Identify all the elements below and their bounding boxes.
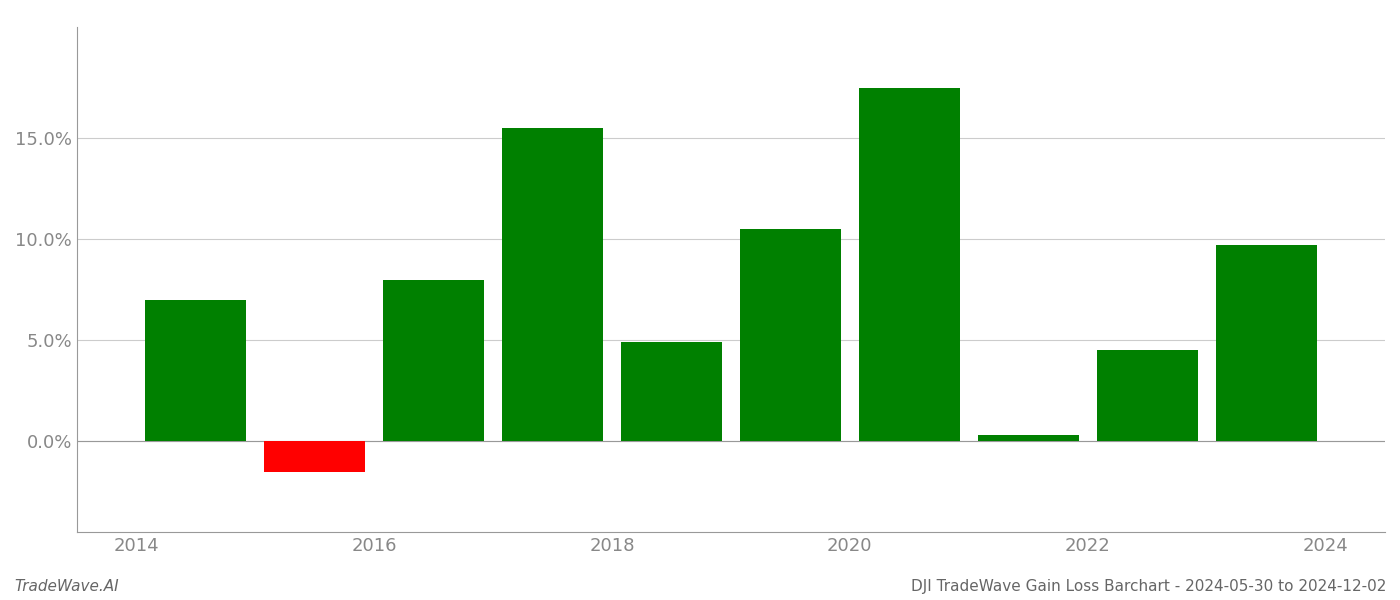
- Bar: [1096, 350, 1197, 441]
- Bar: [384, 280, 484, 441]
- Bar: [858, 88, 960, 441]
- Bar: [146, 300, 246, 441]
- Bar: [977, 435, 1079, 441]
- Text: DJI TradeWave Gain Loss Barchart - 2024-05-30 to 2024-12-02: DJI TradeWave Gain Loss Barchart - 2024-…: [910, 579, 1386, 594]
- Bar: [503, 128, 603, 441]
- Bar: [265, 441, 365, 472]
- Bar: [622, 342, 722, 441]
- Bar: [739, 229, 841, 441]
- Text: TradeWave.AI: TradeWave.AI: [14, 579, 119, 594]
- Bar: [1215, 245, 1316, 441]
